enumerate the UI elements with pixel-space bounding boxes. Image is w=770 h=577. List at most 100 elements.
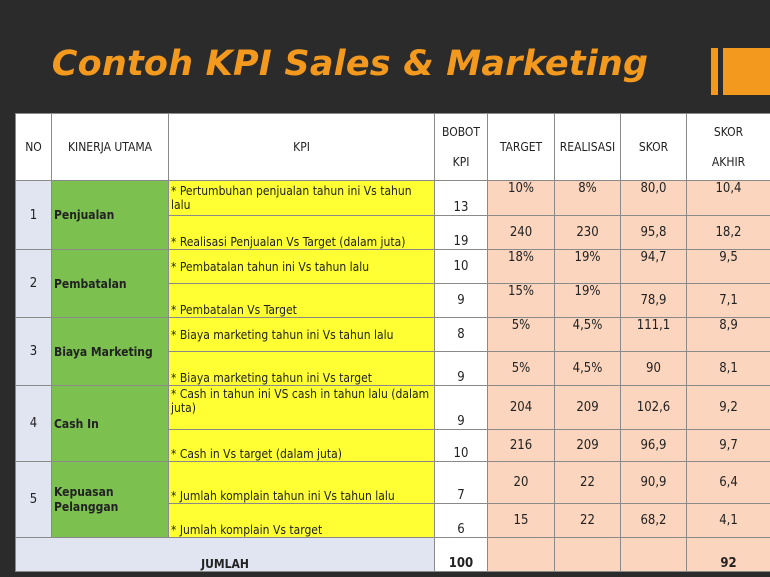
realisasi-cell: 209	[554, 385, 621, 430]
bobot-cell: 7	[434, 461, 488, 504]
table-row: * Biaya marketing tahun ini Vs target 9 …	[16, 351, 770, 386]
skor-cell: 95,8	[620, 215, 687, 250]
slide-title: Contoh KPI Sales & Marketing	[51, 44, 649, 84]
skor-akhir-cell: 6,4	[686, 461, 770, 504]
header-skor-akhir-line1: SKOR	[713, 125, 744, 139]
realisasi-cell: 230	[554, 215, 621, 250]
table-row: 1 Penjualan * Pertumbuhan penjualan tahu…	[15, 180, 770, 250]
target-cell: 5%	[487, 351, 555, 386]
skor-akhir-cell: 9,5	[686, 249, 770, 284]
skor-akhir-cell: 7,1	[686, 283, 770, 318]
kpi-cell: * Realisasi Penjualan Vs Target (dalam j…	[168, 215, 435, 250]
skor-cell: 90,9	[620, 461, 687, 504]
bobot-cell: 8	[434, 317, 488, 352]
total-target-empty	[487, 537, 555, 572]
table-row: 2 Pembatalan * Pembatalan tahun ini Vs t…	[15, 249, 770, 318]
total-skor-empty	[620, 537, 687, 572]
skor-akhir-cell: 4,1	[686, 503, 770, 538]
kpi-cell: * Pembatalan Vs Target	[168, 283, 435, 318]
header-target: TARGET	[487, 113, 555, 181]
header-bobot-line1: BOBOT	[442, 125, 480, 139]
target-cell: 20	[487, 461, 555, 504]
total-realisasi-empty	[554, 537, 621, 572]
kpi-cell: * Pertumbuhan penjualan tahun ini Vs tah…	[168, 180, 435, 216]
header-no: NO	[15, 113, 52, 181]
bobot-cell: 10	[434, 249, 488, 284]
header-bobot-line2: KPI	[452, 155, 470, 169]
kpi-table: NO KINERJA UTAMA KPI BOBOT KPI TARGET RE…	[15, 113, 770, 572]
skor-akhir-cell: 8,1	[686, 351, 770, 386]
table-row: * Jumlah komplain Vs target 6 15 22 68,2…	[16, 503, 770, 538]
skor-cell: 102,6	[620, 385, 687, 430]
skor-cell: 90	[620, 351, 687, 386]
kpi-cell: * Jumlah komplain Vs target	[168, 503, 435, 538]
bobot-cell: 19	[434, 215, 488, 250]
target-cell: 10%	[487, 180, 555, 216]
kpi-cell: * Jumlah komplain tahun ini Vs tahun lal…	[168, 461, 435, 504]
kinerja-cell: Kepuasan Pelanggan	[51, 461, 169, 538]
skor-akhir-cell: 18,2	[686, 215, 770, 250]
row-number: 4	[15, 385, 52, 462]
kpi-cell: * Pembatalan tahun ini Vs tahun lalu	[168, 249, 435, 284]
kinerja-cell: Biaya Marketing	[51, 317, 169, 386]
realisasi-cell: 19%	[554, 283, 621, 318]
header-kpi: KPI	[168, 113, 435, 181]
target-cell: 5%	[487, 317, 555, 352]
skor-akhir-cell: 9,7	[686, 429, 770, 462]
target-cell: 240	[487, 215, 555, 250]
skor-akhir-cell: 10,4	[686, 180, 770, 216]
skor-cell: 68,2	[620, 503, 687, 538]
realisasi-cell: 4,5%	[554, 317, 621, 352]
bobot-cell: 9	[434, 283, 488, 318]
realisasi-cell: 19%	[554, 249, 621, 284]
kinerja-cell: Pembatalan	[51, 249, 169, 318]
skor-akhir-cell: 9,2	[686, 385, 770, 430]
realisasi-cell: 8%	[554, 180, 621, 216]
realisasi-cell: 209	[554, 429, 621, 462]
kpi-cell: * Biaya marketing tahun ini Vs tahun lal…	[168, 317, 435, 352]
table-row: * Cash in Vs target (dalam juta) 10 216 …	[16, 429, 770, 462]
total-row: JUMLAH 100 92	[15, 537, 770, 572]
total-skor-akhir: 92	[686, 537, 770, 572]
bobot-cell: 9	[434, 385, 488, 430]
row-number: 1	[15, 180, 52, 250]
row-number: 3	[15, 317, 52, 386]
target-cell: 216	[487, 429, 555, 462]
total-label: JUMLAH	[15, 537, 435, 572]
skor-cell: 78,9	[620, 283, 687, 318]
realisasi-cell: 22	[554, 461, 621, 504]
header-realisasi: REALISASI	[554, 113, 621, 181]
row-number: 2	[15, 249, 52, 318]
realisasi-cell: 4,5%	[554, 351, 621, 386]
total-bobot: 100	[434, 537, 488, 572]
header-skor: SKOR	[620, 113, 687, 181]
kpi-cell: * Cash in Vs target (dalam juta)	[168, 429, 435, 462]
target-cell: 204	[487, 385, 555, 430]
table-row: 5 Kepuasan Pelanggan * Jumlah komplain t…	[15, 461, 770, 538]
skor-cell: 80,0	[620, 180, 687, 216]
target-cell: 15%	[487, 283, 555, 318]
kinerja-cell: Cash In	[51, 385, 169, 462]
title-accent-bar	[711, 48, 718, 95]
header-bobot: BOBOT KPI	[434, 113, 488, 181]
skor-akhir-cell: 8,9	[686, 317, 770, 352]
bobot-cell: 9	[434, 351, 488, 386]
bobot-cell: 6	[434, 503, 488, 538]
skor-cell: 111,1	[620, 317, 687, 352]
header-kinerja: KINERJA UTAMA	[51, 113, 169, 181]
skor-cell: 96,9	[620, 429, 687, 462]
title-accent-block	[723, 48, 770, 95]
realisasi-cell: 22	[554, 503, 621, 538]
bobot-cell: 13	[434, 180, 488, 216]
kpi-cell: * Biaya marketing tahun ini Vs target	[168, 351, 435, 386]
row-number: 5	[15, 461, 52, 538]
table-row: 3 Biaya Marketing * Biaya marketing tahu…	[15, 317, 770, 386]
bobot-cell: 10	[434, 429, 488, 462]
target-cell: 18%	[487, 249, 555, 284]
header-skor-akhir-line2: AKHIR	[711, 155, 746, 169]
header-skor-akhir: SKOR AKHIR	[686, 113, 770, 181]
kpi-table-body: 1 Penjualan * Pertumbuhan penjualan tahu…	[15, 180, 770, 572]
kpi-cell: * Cash in tahun ini VS cash in tahun lal…	[168, 385, 435, 430]
table-row: * Realisasi Penjualan Vs Target (dalam j…	[16, 215, 770, 250]
target-cell: 15	[487, 503, 555, 538]
